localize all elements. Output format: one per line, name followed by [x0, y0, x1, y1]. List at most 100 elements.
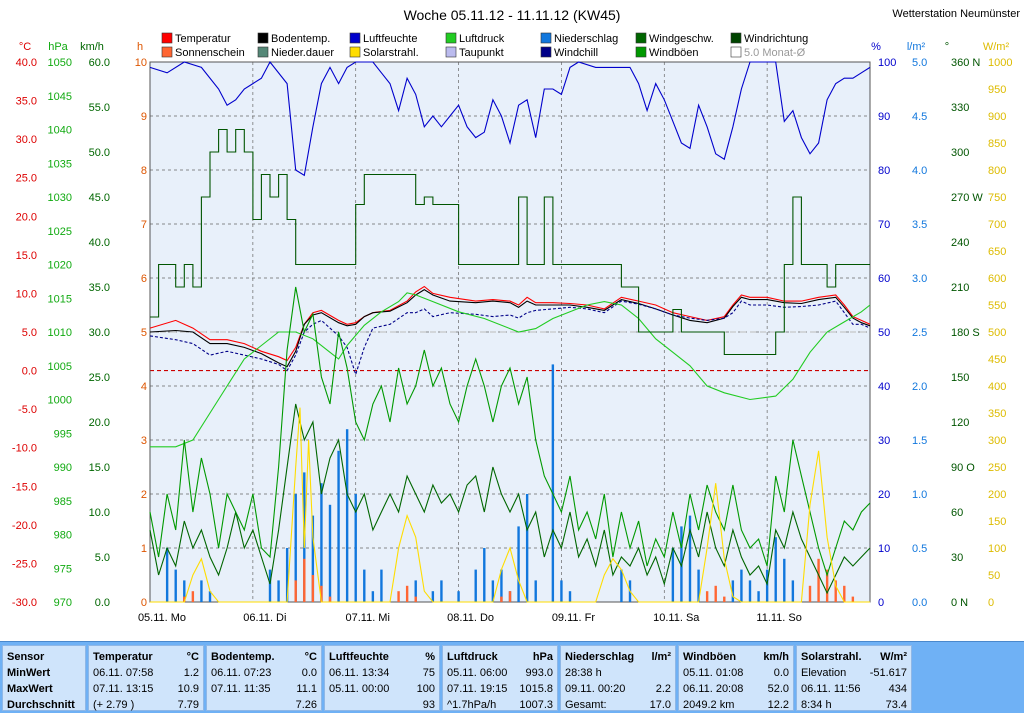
day-label: 06.11. Di	[243, 612, 286, 624]
stats-unit: hPa	[532, 651, 553, 663]
stats-avg-note: 8:34 h	[801, 699, 832, 711]
stats-avg-note: Gesamt:	[565, 699, 607, 711]
direction-tick-label: 240	[951, 237, 969, 249]
rain-bar	[320, 483, 323, 602]
legend-label: Luftfeuchte	[363, 33, 417, 45]
humidity-tick-label: 90	[878, 111, 890, 123]
rain-bar	[757, 591, 760, 602]
wind-tick-label: 35.0	[89, 282, 110, 294]
pressure-tick-label: 1040	[48, 125, 72, 137]
humidity-tick-label: 40	[878, 381, 890, 393]
stats-labels: Sensor MinWert MaxWert Durchschnitt	[2, 645, 86, 711]
day-label: 11.11. So	[756, 612, 801, 624]
solar-tick-label: 50	[988, 570, 1000, 582]
stats-unit: l/m²	[651, 651, 671, 663]
solar-tick-label: 550	[988, 300, 1006, 312]
temperature-line	[149, 285, 871, 362]
stats-unit: °C	[304, 651, 317, 663]
direction-tick-label: 360 N	[951, 57, 980, 69]
sunshine-bar	[397, 591, 400, 602]
legend-label: Sonnenschein	[175, 47, 245, 59]
legend-label: Luftdruck	[459, 33, 505, 45]
pressure-tick-label: 1000	[48, 395, 72, 407]
solar-tick-label: 200	[988, 489, 1006, 501]
rain-bar	[431, 591, 435, 602]
wind-unit: km/h	[80, 41, 104, 53]
wind-direction-line	[150, 128, 870, 356]
humidity-tick-label: 0	[878, 597, 884, 609]
wind-tick-label: 15.0	[89, 462, 110, 474]
stats-block-hum: Luftfeuchte% 06.11. 13:34 75 05.11. 00:00 10…	[324, 645, 440, 711]
temp-tick-label: 5.0	[22, 327, 37, 339]
temp-tick-label: 20.0	[16, 211, 37, 223]
sunshine-bar	[414, 596, 417, 602]
rain-bar	[474, 569, 477, 602]
pressure-tick-label: 1005	[48, 361, 72, 373]
legend-label: Taupunkt	[459, 47, 504, 59]
rain-bar	[491, 580, 495, 602]
pressure-tick-label: 1050	[48, 57, 72, 69]
solar-tick-label: 800	[988, 165, 1006, 177]
humidity-tick-label: 10	[878, 543, 890, 555]
stats-max-value: 1015.8	[519, 683, 553, 695]
direction-tick-label: 210	[951, 282, 969, 294]
stats-min-time: 05.11. 01:08	[683, 667, 744, 679]
rain-bar	[277, 580, 280, 602]
stats-label-max: MaxWert	[7, 683, 53, 695]
solar-tick-label: 1000	[988, 57, 1012, 69]
stats-max-time: 07.11. 19:15	[447, 683, 508, 695]
pressure-line	[150, 292, 871, 448]
rain-tick-label: 3.0	[912, 273, 927, 285]
sunshine-bar	[714, 585, 717, 602]
weather-chart: 40.035.030.025.020.015.010.05.00.0-5.0-1…	[11, 7, 1021, 624]
solar-tick-label: 450	[988, 354, 1006, 366]
stats-label-min: MinWert	[7, 667, 51, 679]
direction-tick-label: 0 N	[951, 597, 968, 609]
rain-bar	[525, 494, 529, 602]
stats-avg-value: 73.4	[885, 699, 907, 711]
rain-bar	[165, 548, 169, 602]
stats-avg-note: (+ 2.79 )	[93, 699, 135, 711]
sunshine-bar	[294, 580, 297, 602]
rain-bar	[671, 548, 675, 602]
direction-tick-label: 300	[951, 147, 969, 159]
hours-tick-label: 8	[141, 165, 147, 177]
stats-title: Windböen	[683, 651, 737, 663]
rain-bar	[568, 591, 572, 602]
wind-tick-label: 40.0	[89, 237, 110, 249]
legend-label: Windgeschw.	[649, 33, 714, 45]
legend: Temperatur Sonnenschein Bodentemp. Nieder.d…	[161, 32, 808, 59]
legend-label: Nieder.dauer	[271, 47, 334, 59]
direction-tick-label: 60	[951, 507, 963, 519]
legend-label: 5.0 Monat-Ø	[744, 47, 806, 59]
stats-min-value: 0.0	[773, 667, 789, 679]
wind-tick-label: 55.0	[89, 102, 110, 114]
sunshine-bar	[843, 585, 846, 602]
hours-unit: h	[137, 41, 143, 53]
sunshine-bar	[825, 569, 829, 602]
rain-tick-label: 1.0	[912, 489, 927, 501]
stats-title: Luftdruck	[447, 651, 498, 663]
rain-tick-label: 5.0	[912, 57, 927, 69]
stats-block-temp: Temperatur °C 06.11. 07:58 1.2 07.11. 13:15 1…	[88, 645, 204, 711]
rain-bar	[551, 364, 555, 602]
stats-max-value: 100	[416, 683, 435, 695]
temp-tick-label: -30.0	[12, 597, 37, 609]
sunshine-bar	[500, 596, 503, 602]
stats-min-value: 0.0	[301, 667, 317, 679]
humidity-tick-label: 70	[878, 219, 890, 231]
solar-tick-label: 650	[988, 246, 1006, 258]
rain-bar	[500, 569, 503, 602]
day-label: 09.11. Fr	[552, 612, 596, 624]
pressure-tick-label: 1010	[48, 327, 72, 339]
humidity-unit: %	[871, 41, 881, 53]
rain-bar	[791, 580, 795, 602]
stats-title: Bodentemp.	[211, 651, 275, 663]
rain-bar	[765, 569, 769, 602]
temp-unit: °C	[19, 41, 31, 53]
stats-unit: W/m²	[880, 651, 907, 663]
stats-max-time: 06.11. 20:08	[683, 683, 744, 695]
stats-avg-note: ^1.7hPa/h	[447, 699, 497, 711]
stats-avg-note: 2049.2 km	[683, 699, 735, 711]
solar-tick-label: 700	[988, 219, 1006, 231]
